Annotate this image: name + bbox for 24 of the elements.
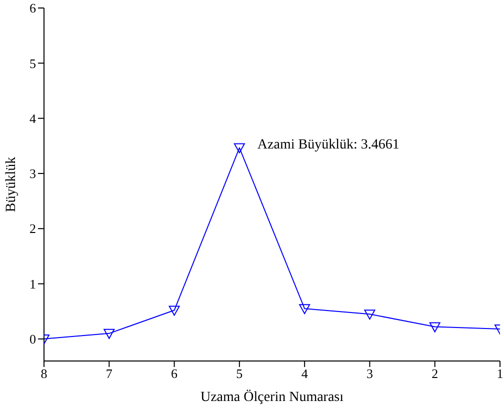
y-tick-label: 1	[30, 276, 36, 292]
y-tick-label: 2	[30, 221, 36, 236]
point	[104, 328, 115, 339]
x-tick-label: 7	[106, 366, 113, 382]
x-tick-label: 2	[432, 366, 438, 382]
point	[168, 306, 180, 316]
x-tick-label: 4	[301, 366, 308, 382]
y-tick-label: 4	[30, 110, 36, 126]
x-tick-label: 3	[366, 366, 373, 382]
x-tick-label: 8	[40, 366, 48, 382]
point	[299, 304, 310, 314]
x-tick-label: 6	[171, 366, 178, 382]
y-axis-title: Büyüklük	[4, 156, 19, 212]
x-axis-title: Uzama Ölçerin Numarası	[200, 389, 344, 405]
x-tick-label: 1	[496, 366, 504, 382]
x-tick-label: 5	[236, 366, 243, 382]
y-tick-label: 6	[30, 0, 36, 16]
y-tick-label: 5	[30, 56, 36, 71]
y-tick-label: 3	[30, 166, 36, 182]
y-tick-label: 0	[30, 332, 36, 347]
point	[234, 143, 245, 154]
point	[429, 322, 440, 332]
annotation: Azami Büyüklük: 3.4661	[257, 138, 400, 153]
point	[364, 310, 376, 320]
